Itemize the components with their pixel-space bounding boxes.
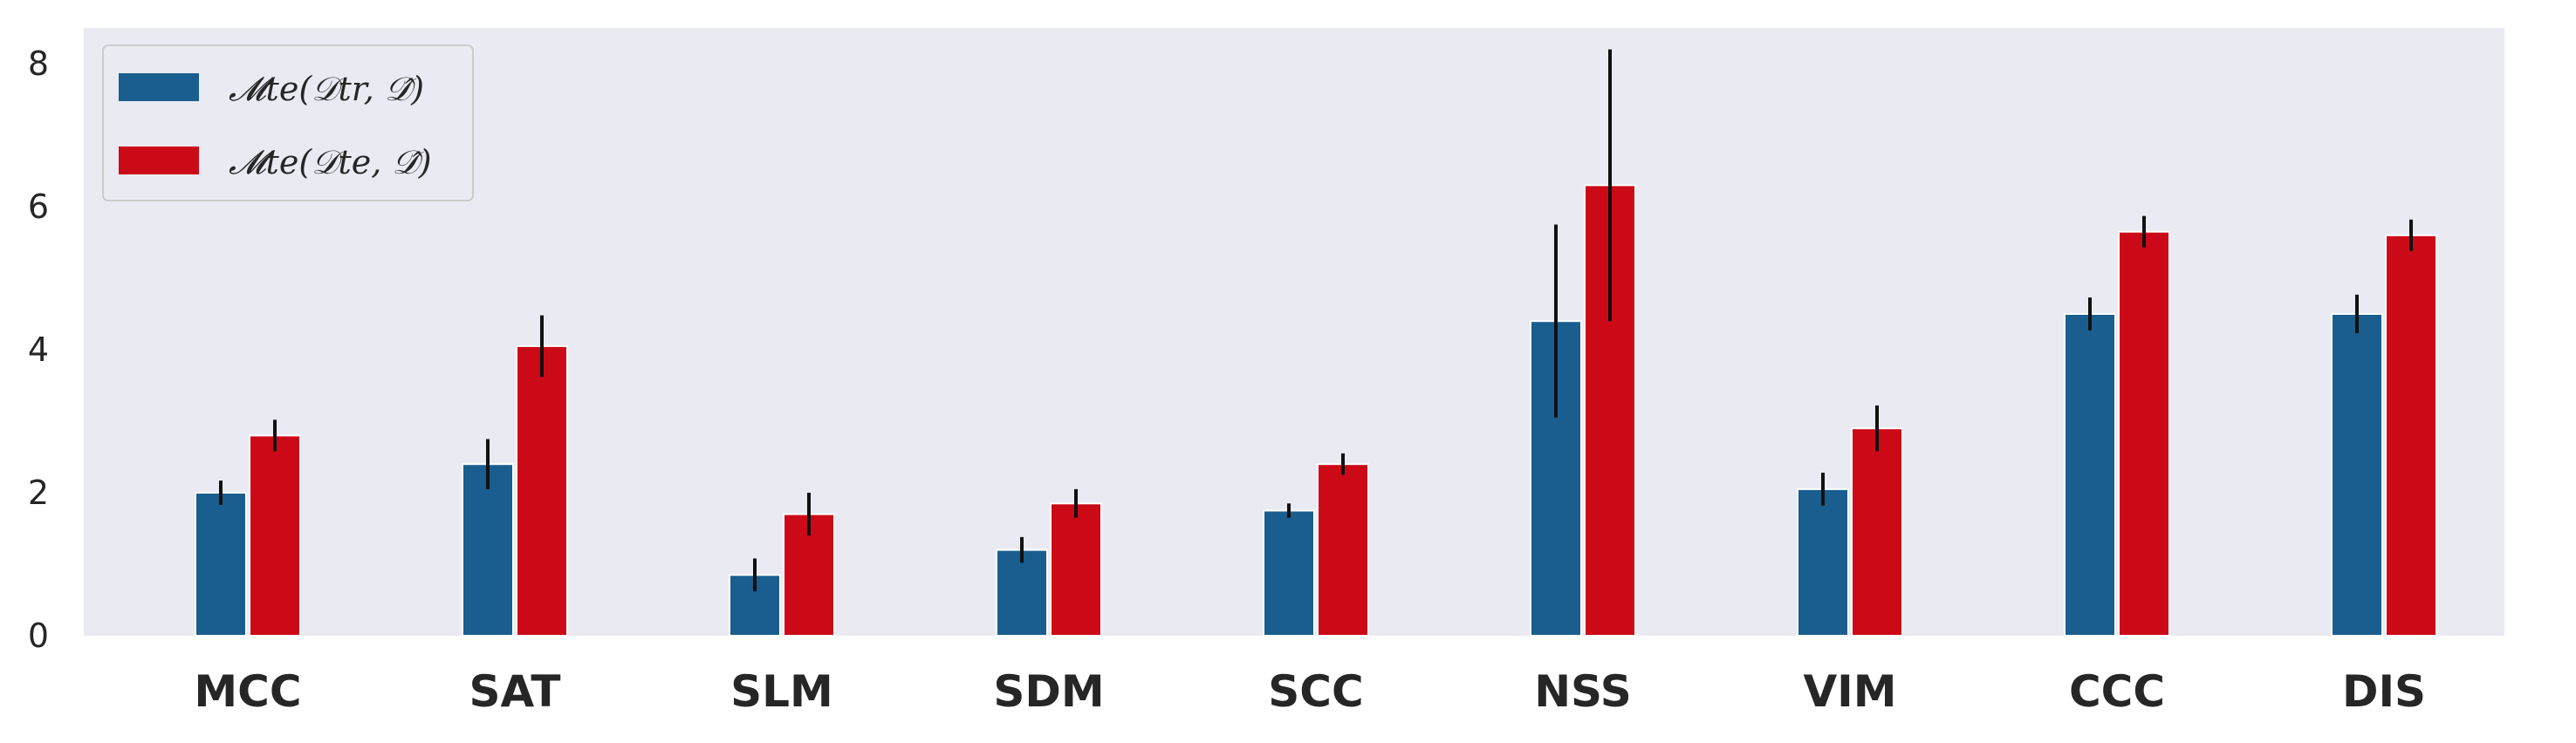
x-tick-label-sat: SAT	[469, 666, 561, 717]
legend: 𝓜te(𝒟tr, 𝒟̂) 𝓜te(𝒟te, 𝒟̂)	[102, 44, 474, 201]
bar-mcc-series-2	[249, 434, 301, 637]
bar-dis-series-2	[2385, 234, 2437, 637]
bar-nss-series-1	[1530, 320, 1582, 637]
bars-layer	[195, 184, 2437, 637]
bar-sdm-series-2	[1050, 502, 1102, 637]
bar-vim-series-1	[1797, 487, 1849, 637]
bar-sat-series-1	[462, 463, 514, 637]
legend-swatch-series-2	[119, 147, 199, 174]
bar-scc-series-2	[1317, 463, 1369, 637]
x-tick-label-dis: DIS	[2342, 666, 2426, 717]
bar-ccc-series-1	[2064, 313, 2116, 637]
y-tick-label: 0	[28, 617, 49, 655]
bar-dis-series-1	[2331, 313, 2383, 637]
legend-label-series-2: 𝓜te(𝒟te, 𝒟̂)	[229, 143, 432, 181]
bar-sat-series-2	[516, 344, 568, 637]
legend-label-series-1: 𝓜te(𝒟tr, 𝒟̂)	[229, 70, 424, 108]
y-tick-label: 2	[28, 474, 49, 512]
x-tick-label-mcc: MCC	[194, 666, 301, 717]
bar-vim-series-2	[1851, 427, 1903, 637]
x-tick-label-sdm: SDM	[993, 666, 1104, 717]
error-bars-layer	[219, 49, 2413, 592]
x-tick-label-slm: SLM	[730, 666, 833, 717]
y-tick-label: 4	[28, 331, 49, 369]
x-tick-label-vim: VIM	[1803, 666, 1896, 717]
y-axis: 0 2 4 6 8	[28, 44, 49, 655]
bar-ccc-series-2	[2118, 230, 2170, 637]
x-tick-label-ccc: CCC	[2069, 666, 2165, 717]
y-tick-label: 6	[28, 187, 49, 226]
bar-scc-series-1	[1263, 509, 1315, 637]
x-axis: MCC SAT SLM SDM SCC NSS VIM CCC DIS	[194, 666, 2426, 717]
x-tick-label-scc: SCC	[1268, 666, 1363, 717]
legend-swatch-series-1	[119, 73, 199, 101]
y-tick-label: 8	[28, 44, 49, 83]
x-tick-label-nss: NSS	[1534, 666, 1632, 717]
bar-sdm-series-1	[996, 549, 1048, 637]
bar-mcc-series-1	[195, 492, 247, 637]
